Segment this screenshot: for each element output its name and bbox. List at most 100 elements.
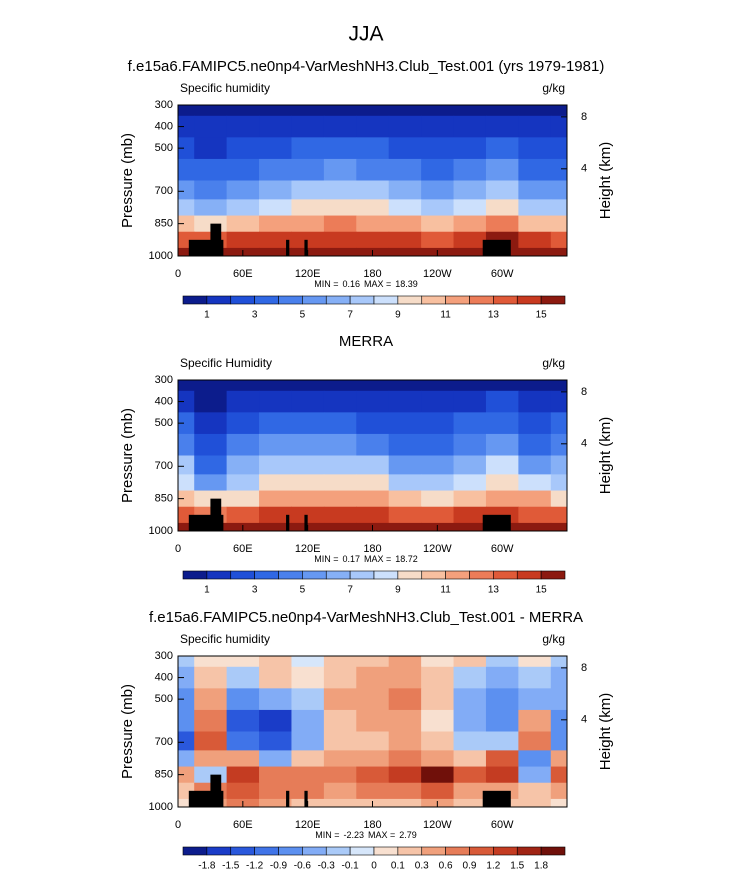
colorbar-box xyxy=(493,846,518,856)
field-cell xyxy=(323,731,357,751)
field-cell xyxy=(356,688,390,711)
field-cell xyxy=(550,656,567,668)
field-cell xyxy=(453,412,487,435)
field-cell xyxy=(356,666,390,689)
y-axis-label: Pressure (mb) xyxy=(119,133,136,228)
colorbar-box xyxy=(540,846,566,856)
field-cell xyxy=(421,750,455,768)
field-cell xyxy=(178,688,195,711)
field-cell xyxy=(550,105,567,117)
field-cell xyxy=(453,390,487,413)
field-cell xyxy=(194,158,228,181)
field-cell xyxy=(356,115,390,138)
x-tick-label: 120E xyxy=(295,819,321,831)
colorbar-box xyxy=(302,846,327,856)
field-cell xyxy=(453,490,487,508)
field-cell xyxy=(421,180,455,200)
min-max-min: 0.17 xyxy=(342,554,360,564)
field-cell xyxy=(485,688,519,711)
field-cell xyxy=(388,688,422,711)
field-cell xyxy=(259,731,292,751)
field-cell xyxy=(259,390,292,413)
field-cell xyxy=(178,522,195,531)
field-cell xyxy=(421,137,455,160)
field-cell xyxy=(226,490,260,508)
field-cell xyxy=(388,247,422,256)
terrain xyxy=(210,223,222,256)
colorbar-label: 11 xyxy=(440,585,451,596)
field-cell xyxy=(421,105,455,117)
field-cell xyxy=(323,766,357,784)
field-cell xyxy=(388,412,422,435)
colorbar-box xyxy=(254,846,279,856)
field-cell xyxy=(485,731,519,751)
field-cell xyxy=(550,522,567,531)
field-cell xyxy=(550,199,567,217)
field-cell xyxy=(550,137,567,160)
y2-axis-label: Height (km) xyxy=(597,142,614,220)
field-cell xyxy=(291,782,325,800)
field-cell xyxy=(388,433,422,456)
field-cell xyxy=(178,474,195,492)
field-cell xyxy=(291,380,325,392)
field-cell xyxy=(421,709,455,732)
field-cell xyxy=(194,709,228,732)
field-cell xyxy=(453,215,487,233)
field-cell xyxy=(550,490,567,508)
colorbar-label: 13 xyxy=(488,585,500,596)
colorbar-box xyxy=(469,846,494,856)
colorbar-box xyxy=(516,295,542,305)
field-cell xyxy=(194,137,228,160)
y2-tick-label: 4 xyxy=(581,438,587,450)
field-cell xyxy=(178,666,195,689)
field-cell xyxy=(291,750,325,768)
field-cell xyxy=(291,215,325,233)
field-cell xyxy=(518,380,552,392)
field-cell xyxy=(226,731,260,751)
field-cell xyxy=(356,433,390,456)
y-tick-label: 500 xyxy=(155,142,173,154)
field-cell xyxy=(388,137,422,160)
field-cell xyxy=(421,455,455,475)
field-cell xyxy=(421,115,455,138)
field-cell xyxy=(323,656,357,668)
field-cell xyxy=(194,666,228,689)
colorbar-box xyxy=(445,295,470,305)
field-cell xyxy=(226,433,260,456)
field-cell xyxy=(259,666,292,689)
field-cell xyxy=(323,180,357,200)
colorbar-box xyxy=(182,295,208,305)
field-cell xyxy=(518,474,552,492)
field-cell xyxy=(550,455,567,475)
terrain xyxy=(304,514,308,531)
min-max-min: -2.23 xyxy=(343,830,364,840)
field-cell xyxy=(518,115,552,138)
field-cell xyxy=(291,180,325,200)
y-axis-label: Pressure (mb) xyxy=(119,408,136,503)
y-tick-label: 1000 xyxy=(149,250,173,262)
field-cell xyxy=(518,215,552,233)
y-tick-label: 1000 xyxy=(149,525,173,537)
terrain xyxy=(304,790,308,807)
terrain xyxy=(286,790,290,807)
colorbar-label: 3 xyxy=(252,310,258,321)
field-cell xyxy=(323,231,357,249)
colorbar-box xyxy=(373,846,399,856)
field-cell xyxy=(518,137,552,160)
x-tick-label: 60E xyxy=(233,543,253,555)
field-cell xyxy=(485,158,519,181)
field-cell xyxy=(291,137,325,160)
field-cell xyxy=(453,137,487,160)
colorbar-box xyxy=(349,295,375,305)
field-cell xyxy=(356,474,390,492)
min-max-min-label: MIN = xyxy=(314,279,338,289)
y-tick-label: 850 xyxy=(155,769,173,781)
field-cell xyxy=(550,474,567,492)
field-cell xyxy=(518,247,552,256)
field-cell xyxy=(259,522,292,531)
field-cell xyxy=(259,231,292,249)
field-cell xyxy=(226,215,260,233)
field-cell xyxy=(421,656,455,668)
right-title: g/kg xyxy=(542,356,565,370)
field-cell xyxy=(518,798,552,807)
